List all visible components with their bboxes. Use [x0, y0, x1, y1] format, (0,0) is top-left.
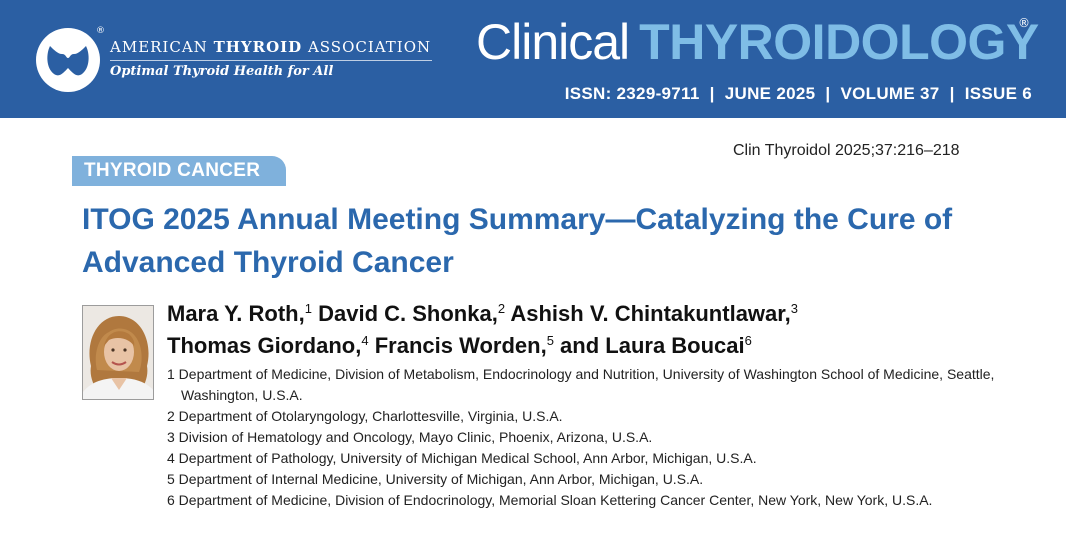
ata-logo — [36, 28, 100, 92]
logo-registered-mark: ® — [96, 26, 105, 36]
organization-name: AMERICAN THYROID ASSOCIATION — [110, 38, 432, 56]
article-title: ITOG 2025 Annual Meeting Summary—Catalyz… — [82, 203, 953, 279]
affiliation: 2 Department of Otolaryngology, Charlott… — [167, 408, 563, 424]
journal-title-part2: THYROIDOLOGY — [639, 14, 1039, 70]
affiliation: 1 Department of Medicine, Division of Me… — [167, 366, 995, 403]
author-list: Mara Y. Roth,1 David C. Shonka,2 Ashish … — [167, 298, 1047, 362]
author: Francis Worden,5 — [374, 333, 554, 358]
organization-rule — [110, 60, 432, 61]
affiliation-list: 1 Department of Medicine, Division of Me… — [167, 364, 1047, 511]
journal-title: Clinical THYROIDOLOGY — [476, 12, 1039, 72]
author: Thomas Giordano,4 — [167, 333, 369, 358]
author: Ashish V. Chintakuntlawar,3 — [510, 301, 798, 326]
issue-info: ISSN: 2329-9711 | JUNE 2025 | VOLUME 37 … — [564, 84, 1032, 103]
journal-title-part1: Clinical — [476, 14, 630, 70]
organization-tagline: Optimal Thyroid Health for All — [110, 64, 334, 79]
citation: Clin Thyroidol 2025;37:216–218 — [733, 142, 960, 159]
section-label: THYROID CANCER — [72, 156, 286, 186]
author: David C. Shonka,2 — [318, 301, 506, 326]
affiliation: 6 Department of Medicine, Division of En… — [167, 492, 933, 508]
journal-registered-mark: ® — [1018, 16, 1030, 30]
author-photo — [82, 305, 154, 400]
affiliation: 5 Department of Internal Medicine, Unive… — [167, 471, 704, 487]
affiliation: 3 Division of Hematology and Oncology, M… — [167, 429, 653, 445]
affiliation: 4 Department of Pathology, University of… — [167, 450, 757, 466]
author: and Laura Boucai6 — [560, 333, 752, 358]
journal-header: ® AMERICAN THYROID ASSOCIATION Optimal T… — [0, 0, 1066, 118]
thyroid-icon — [47, 46, 89, 76]
author: Mara Y. Roth,1 — [167, 301, 312, 326]
